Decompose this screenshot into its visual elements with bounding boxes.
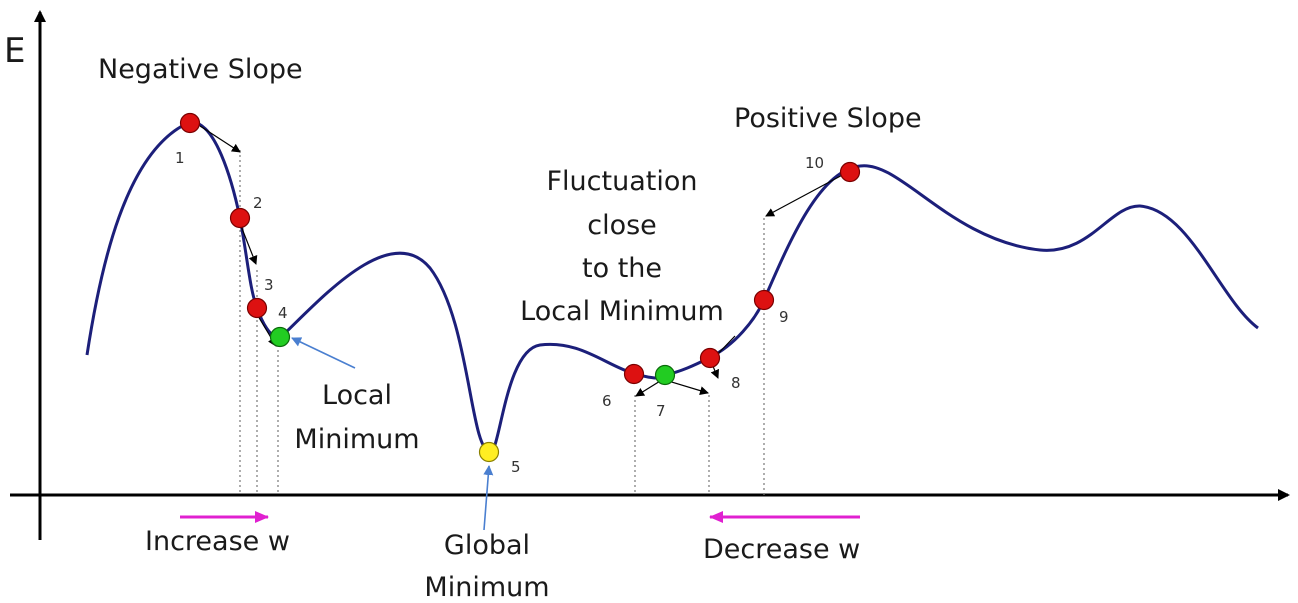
point-6 xyxy=(623,363,645,385)
point-number-labels: 1 2 3 4 5 6 7 8 9 10 xyxy=(175,149,824,476)
point-label: 10 xyxy=(805,154,824,172)
point-label: 1 xyxy=(175,149,185,167)
point-3 xyxy=(246,297,268,319)
gradient-points xyxy=(179,112,861,463)
point-label: 9 xyxy=(779,308,789,326)
global-minimum-line: Minimum xyxy=(424,572,549,603)
fluctuation-line: Fluctuation xyxy=(547,166,698,197)
point-label: 6 xyxy=(602,392,612,410)
point-label: 8 xyxy=(731,374,741,392)
fluctuation-label: Fluctuation close to the Local Minimum xyxy=(520,166,724,327)
point-label: 5 xyxy=(511,458,521,476)
point-label: 7 xyxy=(656,402,666,420)
point-label: 3 xyxy=(264,276,274,294)
local-minimum-label: Local Minimum xyxy=(294,380,419,455)
point-4 xyxy=(269,326,291,348)
fluctuation-line: to the xyxy=(582,253,662,284)
point-1 xyxy=(179,112,201,134)
point-7 xyxy=(654,364,676,386)
point-label: 2 xyxy=(253,194,263,212)
local-minimum-pointer xyxy=(291,337,356,369)
fluctuation-line: Local Minimum xyxy=(520,296,724,327)
point-label: 4 xyxy=(278,304,288,322)
projection-lines xyxy=(239,150,765,495)
fluctuation-line: close xyxy=(587,210,657,241)
global-minimum-pointer xyxy=(483,465,494,531)
local-minimum-line: Minimum xyxy=(294,424,419,455)
decrease-w-label: Decrease w xyxy=(703,534,860,565)
positive-slope-label: Positive Slope xyxy=(734,103,922,134)
point-5 xyxy=(478,441,500,463)
error-curve xyxy=(85,120,1259,454)
point-10 xyxy=(839,161,861,183)
negative-slope-label: Negative Slope xyxy=(98,54,303,85)
point-8 xyxy=(699,347,721,369)
increase-w-label: Increase w xyxy=(145,526,290,557)
point-2 xyxy=(229,207,251,229)
global-minimum-line: Global xyxy=(444,530,530,561)
global-minimum-label: Global Minimum xyxy=(424,530,549,603)
local-minimum-line: Local xyxy=(322,380,392,411)
y-axis-label: E xyxy=(4,31,25,71)
point-9 xyxy=(753,289,775,311)
